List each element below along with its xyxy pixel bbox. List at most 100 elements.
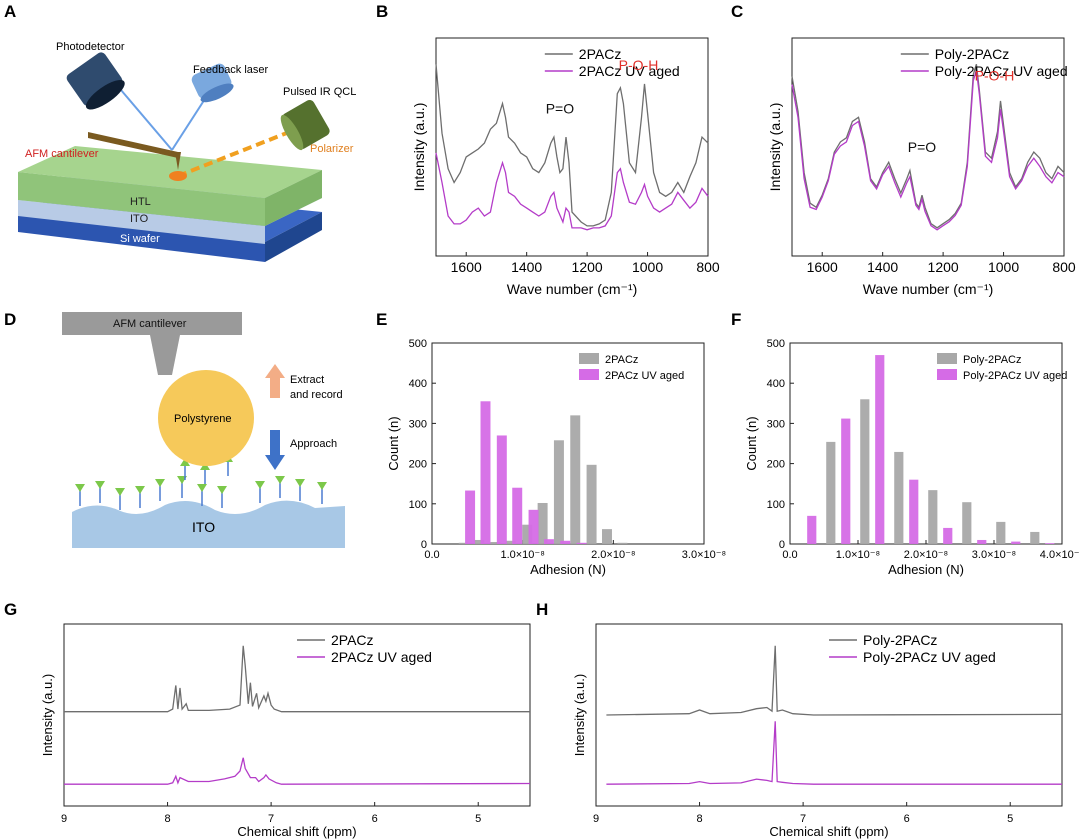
y-tick-label: 200 xyxy=(767,459,785,471)
y-tick-label: 300 xyxy=(409,418,427,430)
schematic-colloidal-probe: ITO AFM cantilever Polystyrene Extract a… xyxy=(62,312,345,548)
x-tick-label: 1200 xyxy=(928,259,959,275)
molecule-head xyxy=(295,479,305,487)
photodetector-icon xyxy=(66,52,125,110)
panel-label-d: D xyxy=(4,310,16,329)
x-axis-label: Chemical shift (ppm) xyxy=(237,824,356,839)
x-tick-label: 3.0×10⁻⁸ xyxy=(972,549,1016,561)
ito-substrate xyxy=(72,500,345,548)
x-tick-label: 1400 xyxy=(511,259,542,275)
htl-layer xyxy=(18,146,322,198)
htl-side xyxy=(265,170,322,226)
histogram-bar xyxy=(602,529,612,544)
y-axis-label: Intensity (a.u.) xyxy=(572,674,587,756)
x-tick-label: 4.0×10⁻⁸ xyxy=(1040,549,1080,561)
legend-swatch xyxy=(937,353,957,364)
x-tick-label: 0.0 xyxy=(782,549,797,561)
cantilever-shape xyxy=(88,132,178,158)
molecule-head xyxy=(317,482,327,490)
molecule-head xyxy=(197,484,207,492)
series-line xyxy=(435,152,709,231)
y-tick-label: 100 xyxy=(767,499,785,511)
chart-b: 1600 1400 1200 1000 800 Wave number (cm⁻¹) Int… xyxy=(411,37,720,297)
extract-label: Extract xyxy=(290,374,324,386)
x-axis-label: Chemical shift (ppm) xyxy=(769,824,888,839)
y-tick-label: 0 xyxy=(779,539,785,551)
afm-cantilever-cone xyxy=(150,335,180,375)
histogram-bar xyxy=(570,415,581,544)
histogram-bar xyxy=(977,539,987,544)
x-tick-label: 9 xyxy=(61,813,67,825)
polystyrene-sphere xyxy=(158,370,254,466)
legend-swatch xyxy=(579,369,599,380)
extract-label-2: and record xyxy=(290,389,343,401)
plot-frame xyxy=(435,37,709,257)
afm-cantilever-label: AFM cantilever xyxy=(113,318,187,330)
molecule-head xyxy=(115,488,125,496)
histogram-bar xyxy=(962,502,972,544)
panel-label-h: H xyxy=(536,600,548,619)
x-tick-label: 800 xyxy=(1052,259,1076,275)
histogram-bar xyxy=(474,539,485,544)
series-line xyxy=(64,757,531,785)
htl-front xyxy=(18,172,265,226)
polystyrene-label: Polystyrene xyxy=(174,413,231,425)
x-tick-label: 1600 xyxy=(807,259,838,275)
histogram-bar xyxy=(490,541,501,544)
histogram-bar xyxy=(522,524,533,544)
approach-arrow xyxy=(265,430,285,470)
si-wafer-front xyxy=(18,215,265,262)
molecule-head xyxy=(200,462,210,470)
legend-label: Poly-2PACz UV aged xyxy=(935,63,1068,79)
histogram-bar xyxy=(543,539,554,544)
qcl-label: Pulsed IR QCL xyxy=(283,86,356,98)
legend-label: Poly-2PACz xyxy=(963,354,1021,366)
polarizer-label: Polarizer xyxy=(310,143,354,155)
legend-label: 2PACz xyxy=(579,46,622,62)
ito-front xyxy=(18,200,265,244)
ito-label: ITO xyxy=(130,213,149,225)
histogram-bar xyxy=(496,435,507,544)
histogram-bar xyxy=(537,502,548,544)
x-tick-label: 5 xyxy=(1007,813,1013,825)
y-axis-label: Count (n) xyxy=(386,416,401,470)
y-tick-label: 0 xyxy=(421,539,427,551)
molecule-head xyxy=(135,486,145,494)
x-tick-label: 1.0×10⁻⁸ xyxy=(500,549,544,561)
series-line xyxy=(606,645,1063,716)
x-tick-label: 0.0 xyxy=(424,549,439,561)
ito-substrate-label: ITO xyxy=(192,519,215,535)
x-tick-label: 2.0×10⁻⁸ xyxy=(591,549,635,561)
legend-swatch xyxy=(937,369,957,380)
legend-label: Poly-2PACz UV aged xyxy=(963,370,1067,382)
series-line xyxy=(435,64,709,227)
feedback-laser-icon xyxy=(191,63,234,103)
htl-label: HTL xyxy=(130,196,151,208)
panel-label-c: C xyxy=(731,2,743,21)
x-tick-label: 1000 xyxy=(632,259,663,275)
histogram-bar xyxy=(943,527,953,544)
peak-annotation: P-O-H xyxy=(975,68,1015,84)
sample-spot xyxy=(169,171,187,181)
molecule-head xyxy=(255,481,265,489)
si-wafer-side xyxy=(265,212,322,262)
y-tick-label: 400 xyxy=(409,378,427,390)
approach-label: Approach xyxy=(290,438,337,450)
polarizer-icon xyxy=(280,100,330,151)
y-axis-label: Intensity (a.u.) xyxy=(40,674,55,756)
legend-swatch xyxy=(579,353,599,364)
molecule-head xyxy=(155,479,165,487)
histogram-bar xyxy=(841,418,851,544)
panel-label-a: A xyxy=(4,2,16,21)
histogram-bar xyxy=(528,509,539,544)
x-tick-label: 2.0×10⁻⁸ xyxy=(904,549,948,561)
y-axis-label: Count (n) xyxy=(744,416,759,470)
histogram-bar xyxy=(875,355,885,544)
histogram-bar xyxy=(560,540,571,544)
x-axis-label: Adhesion (N) xyxy=(888,562,964,577)
panel-label-g: G xyxy=(4,600,17,619)
molecule-head xyxy=(217,486,227,494)
histogram-bar xyxy=(553,440,564,544)
